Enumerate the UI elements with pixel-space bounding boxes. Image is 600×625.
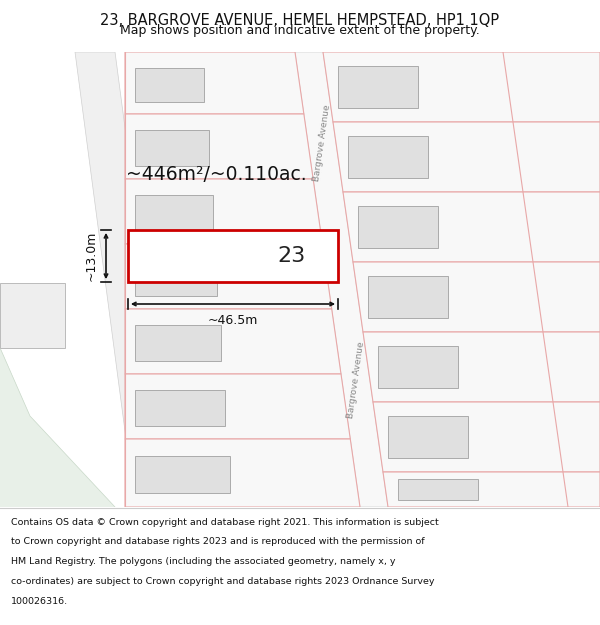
Bar xyxy=(135,456,230,493)
Bar xyxy=(368,276,448,318)
Text: HM Land Registry. The polygons (including the associated geometry, namely x, y: HM Land Registry. The polygons (includin… xyxy=(11,558,395,566)
Text: to Crown copyright and database rights 2023 and is reproduced with the permissio: to Crown copyright and database rights 2… xyxy=(11,538,424,546)
Text: 23: 23 xyxy=(278,246,306,266)
Text: ~13.0m: ~13.0m xyxy=(85,231,98,281)
Bar xyxy=(348,136,428,178)
Polygon shape xyxy=(125,179,322,244)
Bar xyxy=(135,68,205,102)
Polygon shape xyxy=(125,52,304,114)
Text: co-ordinates) are subject to Crown copyright and database rights 2023 Ordnance S: co-ordinates) are subject to Crown copyr… xyxy=(11,577,434,586)
Text: Bargrove Avenue: Bargrove Avenue xyxy=(346,341,366,419)
Polygon shape xyxy=(383,472,600,507)
Polygon shape xyxy=(125,439,360,507)
Text: ~46.5m: ~46.5m xyxy=(208,314,258,327)
Bar xyxy=(398,479,478,500)
Bar xyxy=(338,66,418,108)
Bar xyxy=(135,260,217,296)
Text: ~446m²/~0.110ac.: ~446m²/~0.110ac. xyxy=(126,166,307,184)
Bar xyxy=(0,282,65,348)
Polygon shape xyxy=(125,309,341,374)
Text: 23, BARGROVE AVENUE, HEMEL HEMPSTEAD, HP1 1QP: 23, BARGROVE AVENUE, HEMEL HEMPSTEAD, HP… xyxy=(100,13,500,28)
Polygon shape xyxy=(125,244,332,309)
Polygon shape xyxy=(125,114,313,179)
Polygon shape xyxy=(363,332,600,402)
Bar xyxy=(135,325,221,361)
Text: 100026316.: 100026316. xyxy=(11,597,68,606)
Polygon shape xyxy=(323,52,600,122)
Bar xyxy=(378,346,458,388)
Bar xyxy=(128,230,338,282)
Bar xyxy=(135,130,209,166)
Bar xyxy=(135,195,213,231)
Text: Contains OS data © Crown copyright and database right 2021. This information is : Contains OS data © Crown copyright and d… xyxy=(11,518,439,527)
Polygon shape xyxy=(333,122,600,192)
Text: Map shows position and indicative extent of the property.: Map shows position and indicative extent… xyxy=(120,24,480,38)
Polygon shape xyxy=(125,374,350,439)
Polygon shape xyxy=(295,52,388,507)
Bar xyxy=(388,416,468,458)
Polygon shape xyxy=(0,52,115,507)
Bar xyxy=(135,390,225,426)
Polygon shape xyxy=(343,192,600,262)
Text: Bargrove Avenue: Bargrove Avenue xyxy=(312,104,332,182)
Polygon shape xyxy=(373,402,600,472)
Polygon shape xyxy=(75,52,175,507)
Bar xyxy=(358,206,438,248)
Polygon shape xyxy=(353,262,600,332)
